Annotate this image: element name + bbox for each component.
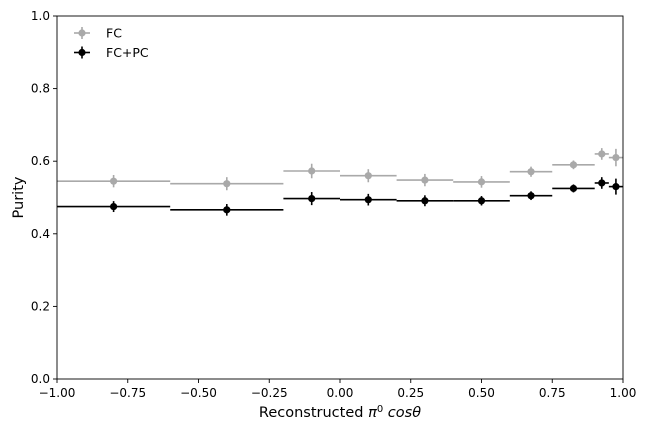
data-point xyxy=(110,202,118,211)
x-tick-label: 0.00 xyxy=(327,386,354,400)
data-point xyxy=(364,172,372,180)
data-point xyxy=(612,183,620,191)
data-point xyxy=(477,178,486,186)
y-tick-label: 0.6 xyxy=(31,154,50,168)
x-tick-label: −0.50 xyxy=(180,386,217,400)
data-point xyxy=(421,197,429,205)
series-layer xyxy=(57,148,623,216)
x-tick-label: 1.00 xyxy=(610,386,637,400)
legend-marker xyxy=(78,48,86,57)
x-tick-label: 0.75 xyxy=(539,386,566,400)
x-tick-label: 0.25 xyxy=(397,386,424,400)
x-tick-label: 0.50 xyxy=(468,386,495,400)
data-point xyxy=(527,168,535,176)
x-axis-label: Reconstructed π0 cosθ xyxy=(259,404,421,422)
data-point xyxy=(223,180,231,188)
legend-label: FC xyxy=(106,26,122,41)
y-tick-label: 0.4 xyxy=(31,227,50,241)
y-axis-label: Purity xyxy=(11,176,27,218)
data-point xyxy=(308,194,316,203)
y-tick-label: 1.0 xyxy=(31,9,50,23)
x-tick-label: −1.00 xyxy=(39,386,76,400)
legend-label: FC+PC xyxy=(106,45,149,60)
y-axis-ticks: 0.0 0.2 0.4 0.6 0.8 1.0 xyxy=(31,9,57,386)
y-tick-label: 0.8 xyxy=(31,82,50,96)
data-point xyxy=(598,150,606,158)
data-point xyxy=(110,177,118,185)
legend-entry: FC+PC xyxy=(74,45,149,60)
legend-entry: FC xyxy=(74,26,122,41)
data-point xyxy=(421,176,429,184)
data-point xyxy=(598,179,606,187)
legend-marker xyxy=(78,29,86,37)
data-point xyxy=(527,192,535,200)
x-tick-label: −0.25 xyxy=(251,386,288,400)
x-tick-label: −0.75 xyxy=(109,386,146,400)
data-point xyxy=(477,197,486,205)
plot-frame xyxy=(56,15,624,380)
data-point xyxy=(569,161,578,169)
y-tick-label: 0.0 xyxy=(31,372,50,386)
series-fc xyxy=(57,148,623,191)
data-point xyxy=(612,153,620,162)
legend: FC FC+PC xyxy=(74,26,149,60)
x-axis-ticks: −1.00 −0.75 −0.50 −0.25 0.00 0.25 0.50 0.75 1.00 xyxy=(39,379,637,400)
data-point xyxy=(308,167,316,175)
data-point xyxy=(223,206,231,214)
y-tick-label: 0.2 xyxy=(31,299,50,313)
data-point xyxy=(364,196,372,204)
series-fc-pc xyxy=(57,177,623,216)
data-point xyxy=(569,184,578,193)
